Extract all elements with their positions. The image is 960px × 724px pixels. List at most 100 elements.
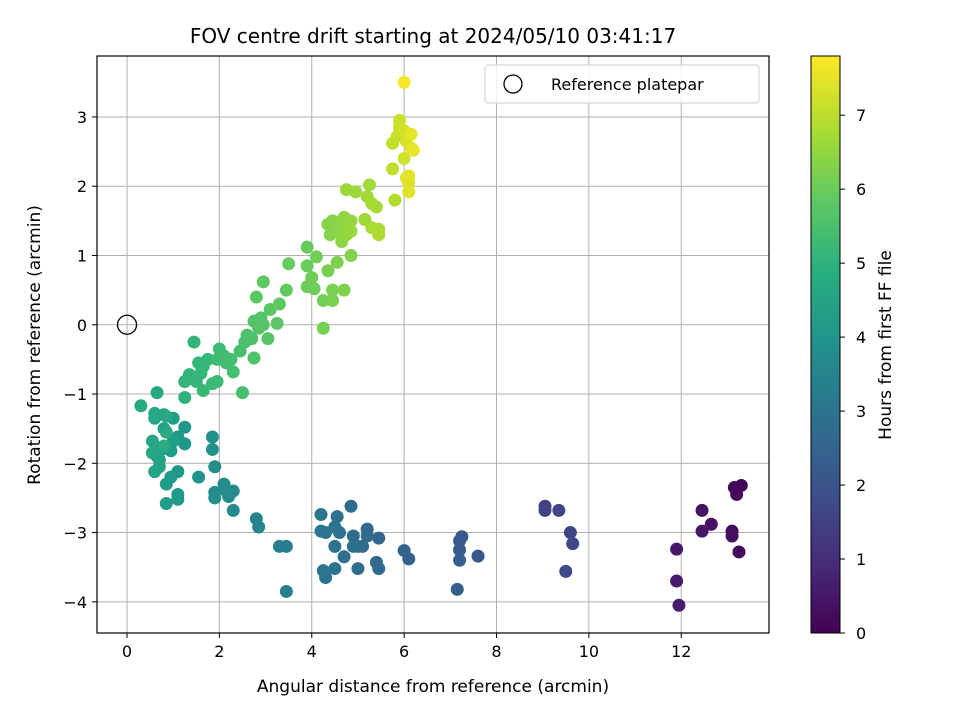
data-point [178, 390, 192, 404]
data-point [192, 470, 206, 484]
data-point [159, 409, 173, 423]
colorbar: 0 1 2 3 4 5 6 7 Hours from first FF file [810, 55, 896, 643]
data-point [282, 257, 296, 271]
plot-frame [96, 55, 770, 634]
data-point [208, 491, 222, 505]
data-point [205, 442, 219, 456]
data-point [157, 439, 171, 453]
legend-marker [503, 74, 523, 94]
colorbar-tick-label: 3 [856, 402, 866, 421]
data-point [321, 264, 335, 278]
y-tick-label: −2 [63, 454, 87, 473]
data-point [145, 434, 159, 448]
data-point [314, 524, 328, 538]
x-axis-ticks: 0 2 4 6 8 10 12 [122, 633, 691, 661]
y-tick-label: −1 [63, 385, 87, 404]
data-point [249, 290, 263, 304]
data-point [388, 193, 402, 207]
colorbar-tick-label: 6 [856, 180, 866, 199]
data-point [453, 534, 467, 548]
colorbar-label: Hours from first FF file [876, 250, 896, 440]
data-point [201, 352, 215, 366]
y-axis-label: Rotation from reference (arcmin) [25, 205, 45, 485]
data-point [386, 162, 400, 176]
data-point [314, 508, 328, 522]
data-point [538, 503, 552, 517]
data-point [261, 332, 275, 346]
data-point [145, 446, 159, 460]
data-point [402, 169, 416, 183]
data-point [563, 526, 577, 540]
colorbar-tick-label: 7 [856, 106, 866, 125]
data-point [245, 332, 259, 346]
data-point [552, 503, 566, 517]
x-tick-label: 10 [579, 642, 599, 661]
data-point [159, 496, 173, 510]
data-point [256, 275, 270, 289]
data-point [670, 574, 684, 588]
data-point [272, 539, 286, 553]
data-point [208, 460, 222, 474]
data-point [344, 499, 358, 513]
data-point [328, 539, 342, 553]
data-point [566, 537, 580, 551]
data-point [337, 550, 351, 564]
data-point [148, 406, 162, 420]
data-point [328, 562, 342, 576]
data-point [150, 386, 164, 400]
data-point [316, 321, 330, 335]
data-point [307, 282, 321, 296]
y-tick-label: 3 [77, 108, 87, 127]
data-point [224, 352, 238, 366]
x-tick-label: 0 [122, 642, 132, 661]
colorbar-tick-label: 1 [856, 550, 866, 569]
data-point [159, 477, 173, 491]
data-point [695, 524, 709, 538]
data-point [205, 430, 219, 444]
reference-point [116, 314, 138, 335]
data-point [730, 487, 744, 501]
data-point [453, 543, 467, 557]
data-point [344, 248, 358, 262]
x-tick-label: 2 [214, 642, 224, 661]
data-point [235, 386, 249, 400]
data-point [305, 271, 319, 285]
data-point [196, 384, 210, 398]
data-point [672, 598, 686, 612]
y-tick-label: −4 [63, 593, 87, 612]
colorbar-tick-label: 0 [856, 624, 866, 643]
colorbar-ticks: 0 1 2 3 4 5 6 7 [840, 106, 866, 643]
data-point [404, 127, 418, 141]
legend: Reference platepar [484, 64, 760, 104]
x-tick-label: 6 [399, 642, 409, 661]
colorbar-tick-label: 4 [856, 328, 866, 347]
data-point [346, 539, 360, 553]
colorbar-tick-label: 2 [856, 476, 866, 495]
data-point [330, 255, 344, 269]
data-point [309, 250, 323, 264]
data-point [326, 294, 340, 308]
grid-lines [97, 56, 769, 633]
data-point [360, 529, 374, 543]
data-point [148, 465, 162, 479]
data-point [219, 484, 233, 498]
data-point [337, 283, 351, 297]
data-point [393, 113, 407, 127]
data-point [300, 259, 314, 273]
data-point [397, 75, 411, 89]
data-point [252, 520, 266, 534]
data-point [471, 549, 485, 563]
data-point [372, 562, 386, 576]
data-point [187, 335, 201, 349]
data-point [300, 240, 314, 254]
data-point [372, 531, 386, 545]
data-point [272, 297, 286, 311]
data-point [406, 143, 420, 157]
y-tick-label: 2 [77, 177, 87, 196]
data-point [178, 420, 192, 434]
data-point [369, 200, 383, 214]
data-points [134, 75, 748, 612]
data-point [344, 214, 358, 228]
data-point [704, 517, 718, 531]
